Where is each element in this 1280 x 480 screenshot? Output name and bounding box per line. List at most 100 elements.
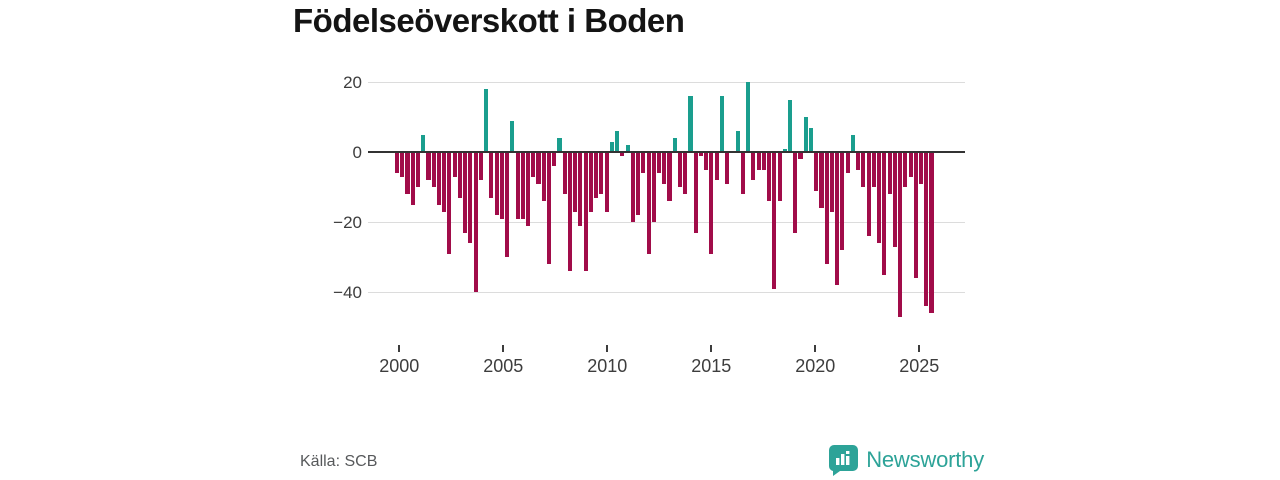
- bar: [662, 152, 667, 184]
- bar: [421, 134, 426, 153]
- bar: [798, 152, 803, 160]
- bar: [919, 152, 924, 184]
- bar: [814, 152, 819, 191]
- bar: [573, 152, 578, 212]
- x-tick-label: 2010: [587, 356, 628, 376]
- bar: [725, 152, 730, 184]
- x-tick-mark: [918, 345, 921, 352]
- x-tick-label: 2025: [899, 356, 940, 376]
- bar: [447, 152, 452, 254]
- bar: [505, 152, 510, 258]
- bar: [892, 152, 897, 247]
- bar: [772, 152, 777, 289]
- bar: [767, 152, 772, 202]
- x-tick-label: 2015: [691, 356, 732, 376]
- bar: [567, 152, 572, 272]
- bar: [457, 152, 462, 198]
- bar: [788, 99, 793, 153]
- bar: [829, 152, 834, 212]
- bar: [442, 152, 447, 212]
- bar: [856, 152, 861, 170]
- x-tick-mark: [502, 345, 505, 352]
- bar: [782, 148, 787, 153]
- bar: [636, 152, 641, 216]
- bar: [426, 152, 431, 181]
- bar: [400, 152, 405, 177]
- bar: [871, 152, 876, 188]
- bar: [651, 152, 656, 223]
- bar: [436, 152, 441, 205]
- bar: [898, 152, 903, 317]
- bar: [824, 152, 829, 265]
- bar: [625, 145, 630, 153]
- bar: [599, 152, 604, 195]
- bar: [793, 152, 798, 233]
- bar: [531, 152, 536, 177]
- bar: [777, 152, 782, 202]
- x-tick-mark: [606, 345, 609, 352]
- plot-area: 2000 2005 2010 2015 2020 2025: [368, 60, 965, 376]
- x-tick-mark: [398, 345, 401, 352]
- bar: [646, 152, 651, 254]
- bar: [630, 152, 635, 223]
- bar: [657, 152, 662, 174]
- gridline: [368, 292, 965, 294]
- bar: [557, 138, 562, 153]
- bar: [819, 152, 824, 209]
- bar: [552, 152, 557, 167]
- bar: [704, 152, 709, 170]
- bar: [452, 152, 457, 177]
- bar: [903, 152, 908, 188]
- bar: [866, 152, 871, 237]
- bar: [850, 134, 855, 153]
- x-tick-label: 2020: [795, 356, 836, 376]
- bar: [709, 152, 714, 254]
- bar: [677, 152, 683, 188]
- bar: [415, 152, 421, 188]
- bar: [882, 152, 887, 275]
- bar: [924, 152, 929, 307]
- bar: [431, 152, 436, 188]
- bar: [478, 152, 483, 181]
- bar: [683, 152, 688, 195]
- y-tick-label: −20: [333, 213, 362, 233]
- bar: [594, 152, 599, 198]
- bar: [641, 152, 646, 174]
- bar: [546, 152, 552, 265]
- bar: [751, 152, 756, 181]
- bar: [756, 152, 761, 170]
- y-tick-label: −40: [333, 283, 362, 303]
- bar: [761, 152, 766, 170]
- bar: [861, 152, 866, 188]
- bar: [688, 96, 693, 153]
- bar: [667, 152, 672, 202]
- bar: [499, 152, 504, 219]
- bar: [494, 152, 499, 216]
- source-label: Källa: SCB: [300, 453, 378, 470]
- newsworthy-logo: Newsworthy: [829, 444, 984, 476]
- bar: [698, 152, 703, 156]
- bar: [468, 152, 473, 244]
- gridline: [368, 222, 965, 224]
- bar: [536, 152, 541, 184]
- bar: [672, 138, 677, 153]
- bar: [615, 131, 620, 153]
- chart-title: Födelseöverskott i Boden: [293, 2, 685, 39]
- bar: [395, 152, 400, 174]
- bar: [541, 152, 546, 202]
- bar: [808, 127, 814, 153]
- y-tick-label: 20: [343, 73, 362, 93]
- bar: [845, 152, 850, 174]
- bar: [526, 152, 531, 226]
- bar: [719, 96, 724, 153]
- bar: [405, 152, 410, 195]
- x-tick-label: 2005: [483, 356, 524, 376]
- bar: [609, 141, 614, 153]
- bar: [588, 152, 593, 212]
- bar: [510, 120, 515, 153]
- zero-axis-line: [368, 151, 965, 154]
- bar: [562, 152, 567, 195]
- bar: [803, 117, 808, 153]
- bar: [835, 152, 840, 286]
